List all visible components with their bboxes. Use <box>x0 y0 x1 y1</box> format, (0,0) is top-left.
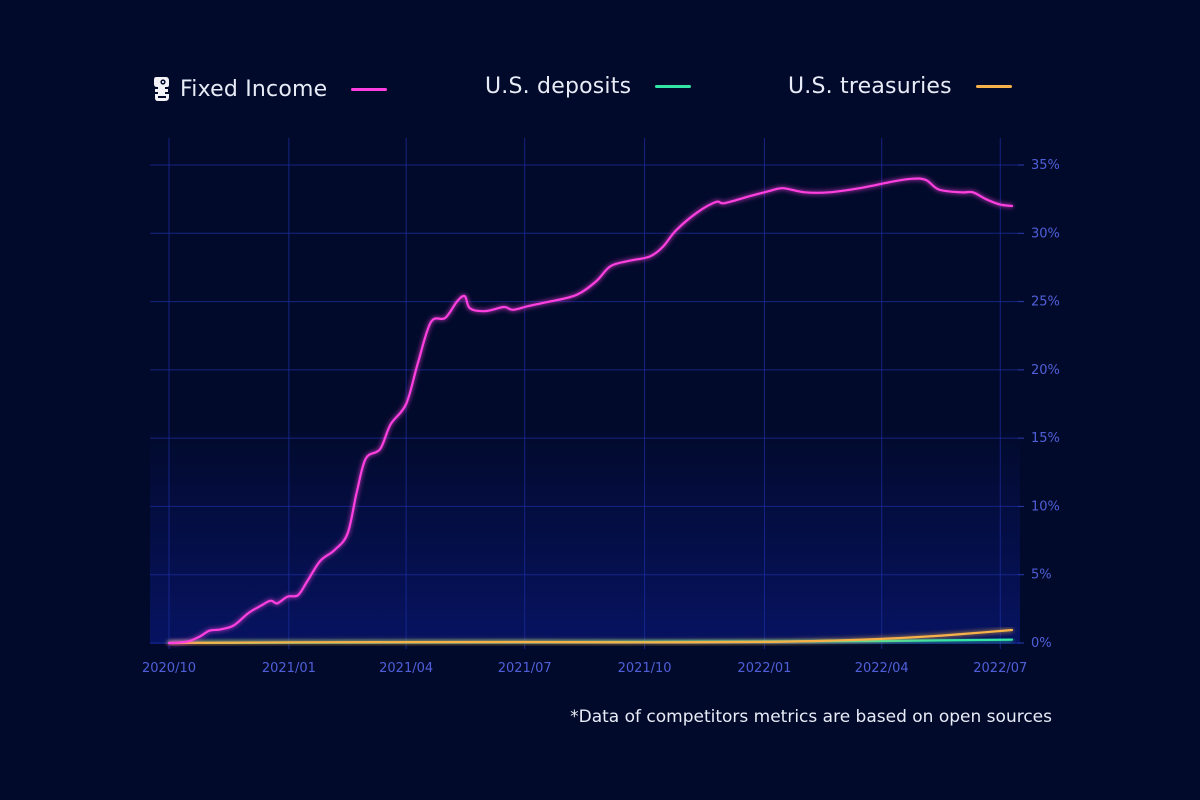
y-axis-ticks: 0% 5% 10% 15% 20% 25% 30% 35% <box>1018 158 1060 651</box>
legend-item-fixed-income[interactable]: Fixed Income <box>152 74 388 104</box>
x-axis-ticks: 2020/10 2021/01 2021/04 2021/07 2021/10 2022/… <box>142 661 1027 676</box>
legend-swatch-fixed-income <box>351 87 388 91</box>
footnote: *Data of competitors metrics are based o… <box>570 707 1052 727</box>
y-tick-label: 10% <box>1031 499 1060 514</box>
y-tick-label: 30% <box>1031 226 1060 241</box>
x-tick-label: 2021/04 <box>379 661 433 676</box>
x-tick-label: 2022/07 <box>973 661 1027 676</box>
chart-legend: Fixed Income U.S. deposits U.S. treasuri… <box>0 74 1200 104</box>
y-tick-label: 15% <box>1031 431 1060 446</box>
legend-swatch-us-treasuries <box>975 85 1012 88</box>
y-tick-label: 35% <box>1031 158 1060 173</box>
x-tick-label: 2021/10 <box>618 661 672 676</box>
y-tick-label: 25% <box>1031 295 1060 310</box>
x-tick-label: 2022/01 <box>737 661 791 676</box>
x-tick-label: 2022/04 <box>855 661 909 676</box>
legend-item-us-deposits[interactable]: U.S. deposits <box>485 74 692 99</box>
series-line-u-s-treasuries <box>167 628 1014 645</box>
legend-label-us-treasuries: U.S. treasuries <box>788 74 952 99</box>
y-tick-label: 20% <box>1031 363 1060 378</box>
y-tick-label: 5% <box>1031 568 1052 583</box>
robot-mascot-icon <box>152 74 172 104</box>
legend-swatch-us-deposits <box>655 85 692 88</box>
x-tick-label: 2020/10 <box>142 661 196 676</box>
legend-label-fixed-income: Fixed Income <box>180 76 328 102</box>
plot-background-glow <box>150 430 1020 644</box>
x-tick-label: 2021/07 <box>498 661 552 676</box>
series-lines <box>167 177 1014 645</box>
x-tick-label: 2021/01 <box>262 661 316 676</box>
series-line-fixed-income <box>167 177 1014 645</box>
legend-item-us-treasuries[interactable]: U.S. treasuries <box>788 74 1012 99</box>
y-tick-label: 0% <box>1031 636 1052 651</box>
legend-label-us-deposits: U.S. deposits <box>485 74 632 99</box>
grid <box>150 138 1018 649</box>
